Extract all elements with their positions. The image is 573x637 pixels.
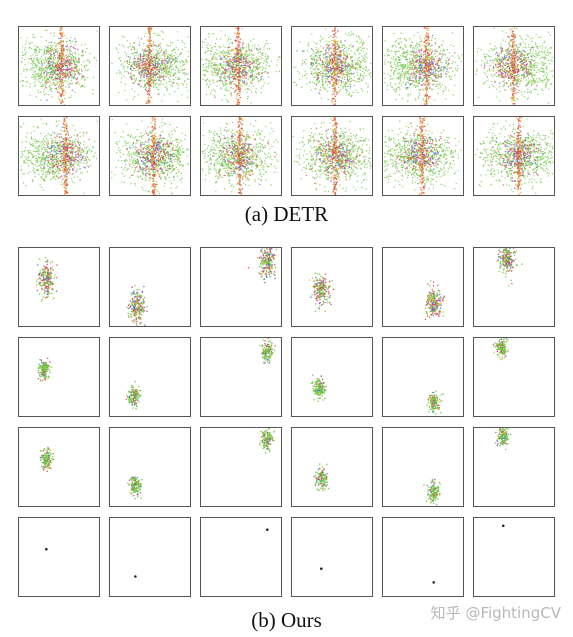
ours-panel-2-2	[109, 337, 191, 417]
ours-panel-4-3	[200, 517, 282, 597]
detr-panel-2-6	[473, 116, 555, 196]
detr-panel-2-1	[18, 116, 100, 196]
ours-panel-3-1	[18, 427, 100, 507]
ours-panel-1-1	[18, 247, 100, 327]
detr-panel-1-6	[473, 26, 555, 106]
ours-panel-1-5	[382, 247, 464, 327]
ours-panel-4-5	[382, 517, 464, 597]
detr-panel-2-3	[200, 116, 282, 196]
ours-panel-4-4	[291, 517, 373, 597]
ours-panel-2-1	[18, 337, 100, 417]
ours-panel-1-6	[473, 247, 555, 327]
ours-panel-3-6	[473, 427, 555, 507]
caption-ours: (b) Ours	[251, 608, 322, 632]
ours-panel-3-4	[291, 427, 373, 507]
caption-detr: (a) DETR	[244, 202, 329, 226]
detr-panel-1-2	[109, 26, 191, 106]
ours-panel-3-2	[109, 427, 191, 507]
ours-panel-2-3	[200, 337, 282, 417]
detr-panel-2-4	[291, 116, 373, 196]
ours-panel-4-1	[18, 517, 100, 597]
ours-panel-1-3	[200, 247, 282, 327]
ours-panel-1-4	[291, 247, 373, 327]
ours-panel-4-6	[473, 517, 555, 597]
detr-panel-1-5	[382, 26, 464, 106]
ours-panel-4-2	[109, 517, 191, 597]
ours-panel-2-6	[473, 337, 555, 417]
detr-panel-1-3	[200, 26, 282, 106]
ours-panel-1-2	[109, 247, 191, 327]
ours-panel-3-3	[200, 427, 282, 507]
detr-panel-1-4	[291, 26, 373, 106]
detr-panel-2-5	[382, 116, 464, 196]
detr-panel-1-1	[18, 26, 100, 106]
watermark: 知乎 @FightingCV	[430, 604, 561, 622]
ours-panel-2-5	[382, 337, 464, 417]
ours-panel-2-4	[291, 337, 373, 417]
detr-panel-2-2	[109, 116, 191, 196]
ours-panel-3-5	[382, 427, 464, 507]
